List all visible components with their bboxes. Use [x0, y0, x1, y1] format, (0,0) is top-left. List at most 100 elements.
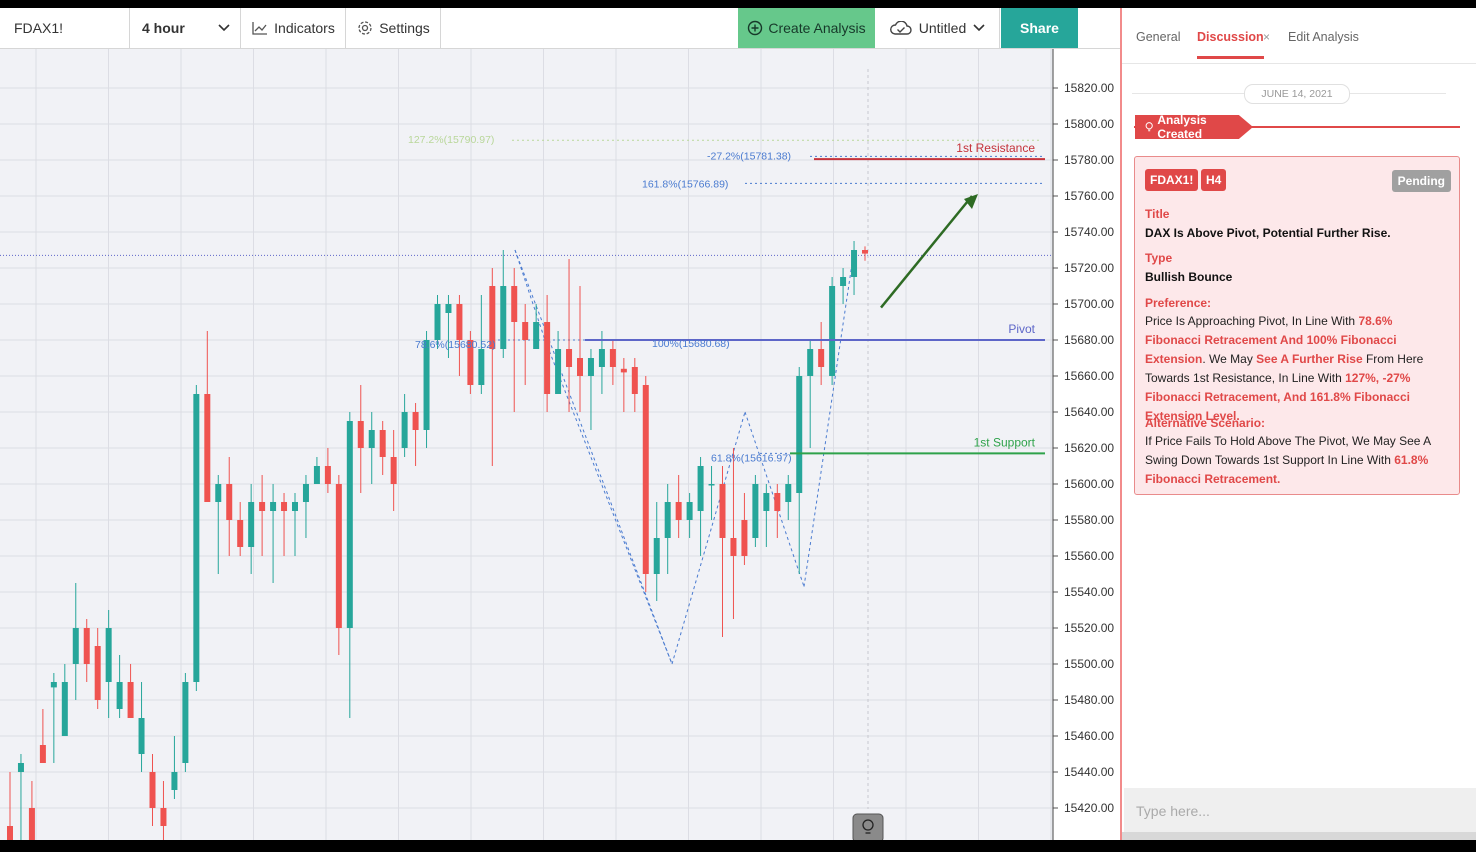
y-axis-tick-label: 15520.00	[1064, 621, 1114, 635]
candle-body	[237, 520, 244, 547]
y-axis-tick-label: 15460.00	[1064, 729, 1114, 743]
candle-body	[752, 484, 759, 538]
candle-body	[522, 322, 529, 340]
chart-plot-area[interactable]	[0, 49, 1053, 840]
candle-body	[127, 682, 134, 718]
candle-body	[500, 286, 507, 349]
symbol-label: FDAX1!	[14, 20, 64, 36]
candle-body	[160, 808, 167, 826]
y-axis-tick-label: 15560.00	[1064, 549, 1114, 563]
tab-general[interactable]: General	[1136, 30, 1181, 44]
horizontal-scrollbar[interactable]	[1122, 832, 1476, 840]
chevron-down-icon	[973, 24, 985, 32]
candle-body	[664, 502, 671, 538]
alt-part-2: 61.8% Fibonacci Retracement.	[1145, 453, 1429, 486]
lightbulb-icon	[1145, 122, 1153, 132]
layout-name-button[interactable]: Untitled	[876, 8, 1000, 48]
lightbulb-icon	[862, 819, 874, 831]
interval-select[interactable]: 4 hour	[131, 8, 241, 48]
fibonacci-connector	[544, 339, 673, 665]
gear-icon	[358, 21, 372, 35]
indicators-button[interactable]: Indicators	[242, 8, 346, 48]
y-axis-tick-label: 15640.00	[1064, 405, 1114, 419]
indicators-label: Indicators	[274, 20, 335, 36]
candle-body	[609, 349, 616, 367]
tab-edit-analysis[interactable]: Edit Analysis	[1288, 30, 1359, 44]
alternative-label: Alternative Scenario:	[1145, 416, 1266, 430]
tab-discussion[interactable]: Discussion	[1197, 30, 1264, 59]
candle-body	[653, 538, 660, 574]
y-axis-tick-label: 15540.00	[1064, 585, 1114, 599]
candle-body	[182, 682, 189, 763]
analysis-created-tag: Analysis Created	[1135, 115, 1253, 139]
chevron-down-icon	[218, 24, 230, 32]
y-axis-tick-label: 15580.00	[1064, 513, 1114, 527]
fibonacci-connector	[514, 249, 546, 341]
candle-body	[675, 502, 682, 520]
analysis-panel: General Discussion × Edit Analysis JUNE …	[1120, 8, 1476, 840]
forecast-arrow-head	[964, 194, 978, 209]
analysis-type: Bullish Bounce	[1145, 270, 1233, 284]
candlestick-chart[interactable]: 15820.00 15800.00 15780.00 15760.00 15740.00…	[0, 49, 1120, 840]
candle-body	[313, 466, 320, 484]
fibonacci-connector	[803, 257, 854, 587]
candle-body	[105, 628, 112, 682]
idea-button[interactable]	[852, 813, 884, 840]
candle-body	[116, 682, 123, 709]
app-frame: FDAX1! 4 hour Indicators Settings Create…	[0, 8, 1476, 840]
y-axis-tick-label: 15760.00	[1064, 189, 1114, 203]
price-chart[interactable]: 15820.00 15800.00 15780.00 15760.00 15740.00…	[0, 49, 1120, 840]
candle-body	[259, 502, 266, 511]
candle-body	[423, 340, 430, 430]
candle-body	[61, 682, 68, 736]
date-pill: JUNE 14, 2021	[1244, 84, 1350, 104]
share-label: Share	[1020, 20, 1059, 36]
candle-body	[171, 772, 178, 790]
candle-body	[598, 349, 605, 367]
fibonacci-level-label: -27.2%(15781.38)	[707, 150, 791, 162]
candle-body	[829, 286, 836, 376]
candle-body	[741, 520, 748, 556]
candle-body	[401, 412, 408, 448]
candle-body	[544, 322, 551, 394]
title-label: Title	[1145, 207, 1170, 221]
plus-circle-icon	[748, 20, 763, 36]
timeframe-badge: H4	[1201, 169, 1227, 191]
candle-body	[730, 538, 737, 556]
candle-body	[335, 484, 342, 628]
y-axis-tick-label: 15820.00	[1064, 81, 1114, 95]
comment-input[interactable]	[1134, 796, 1468, 826]
y-axis-tick-label: 15800.00	[1064, 117, 1114, 131]
status-badge: Pending	[1391, 170, 1451, 192]
y-axis-tick-label: 15720.00	[1064, 261, 1114, 275]
create-analysis-button[interactable]: Create Analysis	[738, 8, 875, 48]
price-axis-background	[1053, 49, 1120, 840]
candle-body	[555, 349, 562, 394]
candle-body	[840, 277, 847, 286]
create-analysis-label: Create Analysis	[768, 20, 866, 36]
candle-body	[324, 466, 331, 484]
forecast-arrow[interactable]	[880, 195, 973, 309]
symbol-search[interactable]: FDAX1!	[0, 8, 130, 48]
settings-button[interactable]: Settings	[347, 8, 441, 48]
candle-body	[862, 250, 868, 254]
candle-body	[39, 745, 46, 763]
y-axis-tick-label: 15480.00	[1064, 693, 1114, 707]
preference-label: Preference:	[1145, 296, 1212, 310]
candle-body	[587, 358, 594, 376]
panel-tabs: General Discussion × Edit Analysis	[1122, 8, 1476, 64]
candle-body	[270, 502, 277, 511]
candle-body	[390, 457, 397, 484]
fibonacci-level-label: 127.2%(15790.97)	[408, 134, 494, 146]
fibonacci-level-label: 100%(15680.68)	[652, 338, 730, 350]
analysis-created-label: Analysis Created	[1157, 113, 1207, 141]
close-icon[interactable]: ×	[1263, 30, 1271, 44]
candle-body	[620, 368, 627, 373]
candle-body	[489, 286, 496, 349]
y-axis-tick-label: 15500.00	[1064, 657, 1114, 671]
candle-body	[281, 502, 288, 511]
candle-body	[785, 484, 792, 502]
y-axis-tick-label: 15660.00	[1064, 369, 1114, 383]
type-label: Type	[1145, 251, 1173, 265]
share-button[interactable]: Share	[1001, 8, 1078, 48]
